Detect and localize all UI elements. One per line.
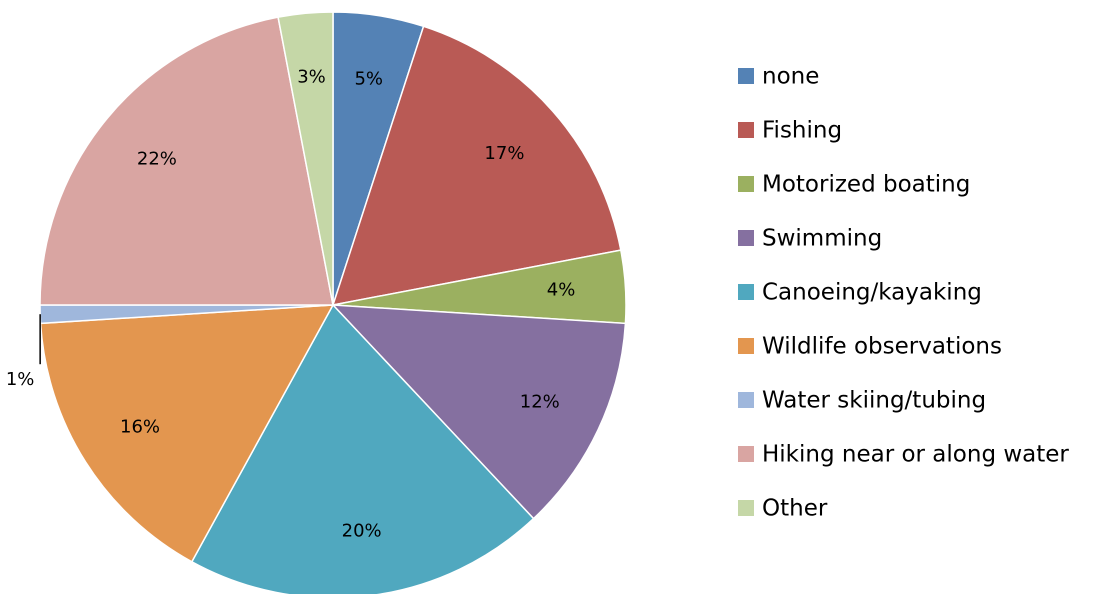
pie-slice [190, 303, 535, 594]
legend-swatch [738, 500, 754, 516]
data-label: 1% [6, 369, 35, 390]
legend-swatch [738, 68, 754, 84]
data-label: 5% [354, 68, 383, 89]
pie-slice [39, 16, 334, 306]
pie-slice [39, 304, 335, 563]
legend-label: Hiking near or along water [762, 442, 1069, 468]
legend-swatch [738, 122, 754, 138]
legend-swatch [738, 176, 754, 192]
pie-slice [277, 11, 334, 306]
legend-swatch [738, 338, 754, 354]
legend-label: Other [762, 496, 828, 522]
legend-swatch [738, 392, 754, 408]
legend-swatch [738, 446, 754, 462]
data-label: 16% [120, 416, 160, 437]
pie-slice [331, 304, 627, 520]
legend-swatch [738, 230, 754, 246]
data-label: 17% [484, 143, 524, 164]
pie-slice [331, 25, 622, 306]
data-label: 22% [137, 148, 177, 169]
legend-label: Canoeing/kayaking [762, 280, 982, 306]
data-label: 4% [547, 280, 576, 301]
data-label: 12% [520, 391, 560, 412]
legend-swatch [738, 284, 754, 300]
legend-label: Motorized boating [762, 172, 970, 198]
legend-label: Wildlife observations [762, 334, 1002, 360]
data-label: 20% [342, 521, 382, 542]
data-label: 3% [297, 66, 326, 87]
legend-label: Swimming [762, 226, 882, 252]
legend-label: Fishing [762, 118, 842, 144]
legend-label: Water skiing/tubing [762, 388, 986, 414]
legend-label: none [762, 64, 819, 90]
